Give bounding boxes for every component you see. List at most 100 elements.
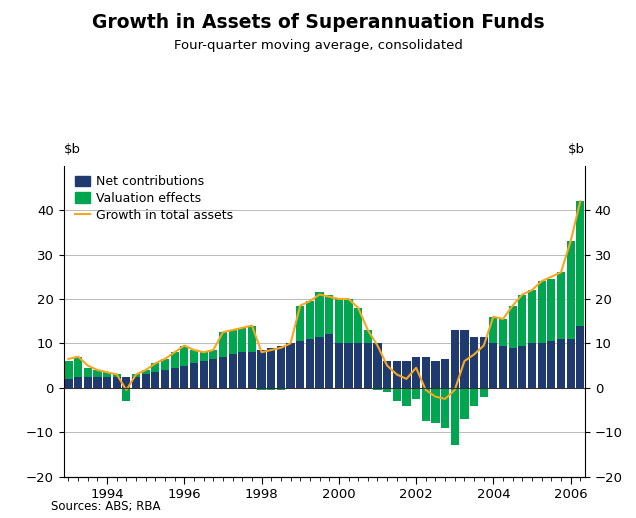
Bar <box>354 343 363 388</box>
Bar <box>200 361 208 388</box>
Bar <box>258 388 266 390</box>
Bar <box>509 306 517 348</box>
Bar <box>228 330 237 354</box>
Bar <box>267 348 275 388</box>
Bar <box>161 359 169 370</box>
Bar <box>122 388 130 401</box>
Bar <box>93 370 102 377</box>
Bar <box>441 388 449 428</box>
Bar <box>499 319 507 346</box>
Bar <box>373 388 382 390</box>
Bar <box>345 343 352 388</box>
Bar <box>306 301 314 339</box>
Bar <box>403 361 411 388</box>
Bar <box>528 290 536 343</box>
Bar <box>480 388 488 397</box>
Bar <box>219 332 227 357</box>
Bar <box>122 377 130 388</box>
Bar <box>180 346 188 366</box>
Bar <box>451 330 459 388</box>
Bar <box>228 354 237 388</box>
Bar <box>383 388 391 392</box>
Bar <box>277 346 285 388</box>
Bar <box>392 388 401 401</box>
Legend: Net contributions, Valuation effects, Growth in total assets: Net contributions, Valuation effects, Gr… <box>75 175 233 222</box>
Text: $b: $b <box>568 143 585 156</box>
Bar <box>499 346 507 388</box>
Bar <box>286 343 294 388</box>
Bar <box>142 375 150 388</box>
Bar <box>325 335 333 388</box>
Bar <box>296 341 304 388</box>
Bar <box>315 292 324 337</box>
Bar <box>190 350 198 363</box>
Bar <box>547 341 555 388</box>
Bar <box>132 377 140 388</box>
Text: Sources: ABS; RBA: Sources: ABS; RBA <box>51 500 160 513</box>
Bar <box>567 241 575 339</box>
Bar <box>489 343 497 388</box>
Bar <box>364 343 372 388</box>
Bar <box>557 272 565 339</box>
Bar <box>64 361 73 379</box>
Bar <box>518 346 527 388</box>
Bar <box>93 377 102 388</box>
Bar <box>267 388 275 390</box>
Bar <box>364 330 372 343</box>
Bar <box>200 352 208 361</box>
Bar <box>142 370 150 375</box>
Bar <box>132 375 140 377</box>
Text: $b: $b <box>64 143 81 156</box>
Bar <box>170 352 179 368</box>
Bar <box>248 352 256 388</box>
Bar <box>509 348 517 388</box>
Bar <box>412 388 420 399</box>
Bar <box>412 357 420 388</box>
Bar <box>451 388 459 445</box>
Bar <box>219 357 227 388</box>
Bar <box>460 330 469 388</box>
Bar <box>567 339 575 388</box>
Bar <box>248 326 256 352</box>
Bar <box>209 350 218 359</box>
Text: Growth in Assets of Superannuation Funds: Growth in Assets of Superannuation Funds <box>92 13 544 32</box>
Bar <box>238 352 246 388</box>
Bar <box>431 388 439 423</box>
Bar <box>470 337 478 388</box>
Bar <box>489 316 497 343</box>
Bar <box>209 359 218 388</box>
Bar <box>64 379 73 388</box>
Bar <box>576 202 584 326</box>
Bar <box>537 281 546 343</box>
Bar <box>84 368 92 377</box>
Bar <box>537 343 546 388</box>
Bar <box>576 326 584 388</box>
Bar <box>470 388 478 406</box>
Bar <box>557 339 565 388</box>
Bar <box>383 361 391 388</box>
Bar <box>392 361 401 388</box>
Bar <box>296 306 304 341</box>
Bar <box>74 357 82 377</box>
Bar <box>180 366 188 388</box>
Text: Four-quarter moving average, consolidated: Four-quarter moving average, consolidate… <box>174 39 462 52</box>
Bar <box>151 363 160 372</box>
Bar <box>547 279 555 341</box>
Bar <box>403 388 411 406</box>
Bar <box>345 299 352 343</box>
Bar <box>161 370 169 388</box>
Bar <box>103 377 111 388</box>
Bar <box>373 343 382 388</box>
Bar <box>113 377 121 388</box>
Bar <box>325 295 333 335</box>
Bar <box>170 368 179 388</box>
Bar <box>84 377 92 388</box>
Bar <box>315 337 324 388</box>
Bar <box>335 343 343 388</box>
Bar <box>277 388 285 390</box>
Bar <box>460 388 469 419</box>
Bar <box>258 350 266 388</box>
Bar <box>354 308 363 343</box>
Bar <box>151 372 160 388</box>
Bar <box>74 377 82 388</box>
